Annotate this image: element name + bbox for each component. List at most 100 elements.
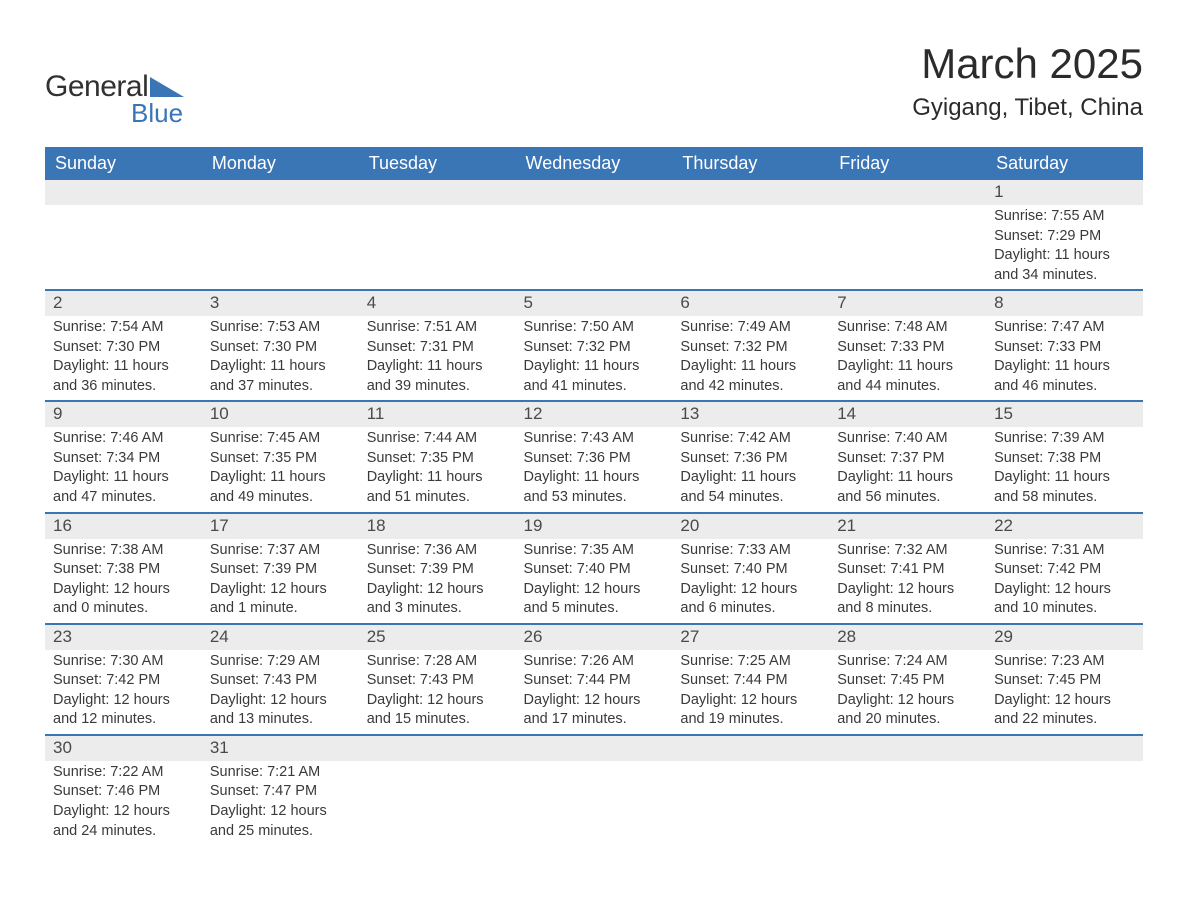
- daylight-line: Daylight: 11 hours and 37 minutes.: [210, 357, 351, 396]
- daylight-line: Daylight: 12 hours and 10 minutes.: [994, 580, 1135, 619]
- sunset-line: Sunset: 7:42 PM: [53, 671, 194, 691]
- sunset-line: Sunset: 7:38 PM: [994, 449, 1135, 469]
- day-detail-cell: Sunrise: 7:51 AMSunset: 7:31 PMDaylight:…: [359, 316, 516, 401]
- day-detail-cell: Sunrise: 7:23 AMSunset: 7:45 PMDaylight:…: [986, 650, 1143, 735]
- sunset-line: Sunset: 7:42 PM: [994, 560, 1135, 580]
- day-number-cell: 6: [672, 290, 829, 316]
- day-detail-cell: Sunrise: 7:21 AMSunset: 7:47 PMDaylight:…: [202, 761, 359, 845]
- sunset-line: Sunset: 7:45 PM: [837, 671, 978, 691]
- daylight-line: Daylight: 11 hours and 53 minutes.: [524, 468, 665, 507]
- day-number-cell: 20: [672, 513, 829, 539]
- sunset-line: Sunset: 7:47 PM: [210, 782, 351, 802]
- week-detail-row: Sunrise: 7:22 AMSunset: 7:46 PMDaylight:…: [45, 761, 1143, 845]
- sunset-line: Sunset: 7:31 PM: [367, 338, 508, 358]
- day-detail-cell: Sunrise: 7:36 AMSunset: 7:39 PMDaylight:…: [359, 539, 516, 624]
- day-number-cell: 30: [45, 735, 202, 761]
- week-daynum-row: 9101112131415: [45, 401, 1143, 427]
- sunset-line: Sunset: 7:30 PM: [53, 338, 194, 358]
- day-number-cell: 10: [202, 401, 359, 427]
- daylight-line: Daylight: 12 hours and 24 minutes.: [53, 802, 194, 841]
- weekday-header: Friday: [829, 147, 986, 180]
- sunset-line: Sunset: 7:33 PM: [837, 338, 978, 358]
- week-daynum-row: 3031: [45, 735, 1143, 761]
- day-number-cell: 26: [516, 624, 673, 650]
- day-detail-cell: Sunrise: 7:33 AMSunset: 7:40 PMDaylight:…: [672, 539, 829, 624]
- day-number-cell: [672, 735, 829, 761]
- sunset-line: Sunset: 7:38 PM: [53, 560, 194, 580]
- day-number-cell: 1: [986, 180, 1143, 205]
- sunrise-line: Sunrise: 7:37 AM: [210, 541, 351, 561]
- day-number-cell: 19: [516, 513, 673, 539]
- day-detail-cell: [672, 761, 829, 845]
- day-detail-cell: Sunrise: 7:26 AMSunset: 7:44 PMDaylight:…: [516, 650, 673, 735]
- sunset-line: Sunset: 7:40 PM: [524, 560, 665, 580]
- sunset-line: Sunset: 7:45 PM: [994, 671, 1135, 691]
- sunset-line: Sunset: 7:43 PM: [367, 671, 508, 691]
- sunrise-line: Sunrise: 7:44 AM: [367, 429, 508, 449]
- weekday-header: Tuesday: [359, 147, 516, 180]
- day-number-cell: [359, 180, 516, 205]
- sunset-line: Sunset: 7:46 PM: [53, 782, 194, 802]
- day-number-cell: 24: [202, 624, 359, 650]
- day-detail-cell: Sunrise: 7:55 AMSunset: 7:29 PMDaylight:…: [986, 205, 1143, 290]
- day-number-cell: 9: [45, 401, 202, 427]
- sunset-line: Sunset: 7:34 PM: [53, 449, 194, 469]
- sunset-line: Sunset: 7:41 PM: [837, 560, 978, 580]
- sunset-line: Sunset: 7:33 PM: [994, 338, 1135, 358]
- daylight-line: Daylight: 12 hours and 8 minutes.: [837, 580, 978, 619]
- sunrise-line: Sunrise: 7:48 AM: [837, 318, 978, 338]
- daylight-line: Daylight: 12 hours and 22 minutes.: [994, 691, 1135, 730]
- sunrise-line: Sunrise: 7:46 AM: [53, 429, 194, 449]
- header: General Blue March 2025 Gyigang, Tibet, …: [45, 40, 1143, 129]
- sunrise-line: Sunrise: 7:36 AM: [367, 541, 508, 561]
- sunset-line: Sunset: 7:35 PM: [210, 449, 351, 469]
- day-number-cell: 7: [829, 290, 986, 316]
- day-number-cell: 15: [986, 401, 1143, 427]
- sunrise-line: Sunrise: 7:53 AM: [210, 318, 351, 338]
- week-daynum-row: 1: [45, 180, 1143, 205]
- logo: General Blue: [45, 70, 184, 129]
- sunrise-line: Sunrise: 7:21 AM: [210, 763, 351, 783]
- day-number-cell: 18: [359, 513, 516, 539]
- day-number-cell: 12: [516, 401, 673, 427]
- day-detail-cell: Sunrise: 7:43 AMSunset: 7:36 PMDaylight:…: [516, 427, 673, 512]
- day-detail-cell: Sunrise: 7:40 AMSunset: 7:37 PMDaylight:…: [829, 427, 986, 512]
- logo-text-blue: Blue: [131, 98, 184, 129]
- calendar-table: Sunday Monday Tuesday Wednesday Thursday…: [45, 147, 1143, 845]
- daylight-line: Daylight: 12 hours and 15 minutes.: [367, 691, 508, 730]
- day-number-cell: 8: [986, 290, 1143, 316]
- sunset-line: Sunset: 7:37 PM: [837, 449, 978, 469]
- day-number-cell: 3: [202, 290, 359, 316]
- week-detail-row: Sunrise: 7:54 AMSunset: 7:30 PMDaylight:…: [45, 316, 1143, 401]
- daylight-line: Daylight: 12 hours and 19 minutes.: [680, 691, 821, 730]
- daylight-line: Daylight: 11 hours and 49 minutes.: [210, 468, 351, 507]
- day-detail-cell: Sunrise: 7:39 AMSunset: 7:38 PMDaylight:…: [986, 427, 1143, 512]
- day-number-cell: [672, 180, 829, 205]
- sunrise-line: Sunrise: 7:51 AM: [367, 318, 508, 338]
- day-number-cell: 31: [202, 735, 359, 761]
- day-number-cell: 11: [359, 401, 516, 427]
- sunrise-line: Sunrise: 7:39 AM: [994, 429, 1135, 449]
- daylight-line: Daylight: 12 hours and 6 minutes.: [680, 580, 821, 619]
- daylight-line: Daylight: 11 hours and 36 minutes.: [53, 357, 194, 396]
- daylight-line: Daylight: 12 hours and 25 minutes.: [210, 802, 351, 841]
- day-detail-cell: Sunrise: 7:31 AMSunset: 7:42 PMDaylight:…: [986, 539, 1143, 624]
- sunset-line: Sunset: 7:36 PM: [680, 449, 821, 469]
- sunrise-line: Sunrise: 7:33 AM: [680, 541, 821, 561]
- day-detail-cell: [202, 205, 359, 290]
- sunset-line: Sunset: 7:30 PM: [210, 338, 351, 358]
- sunrise-line: Sunrise: 7:23 AM: [994, 652, 1135, 672]
- daylight-line: Daylight: 12 hours and 13 minutes.: [210, 691, 351, 730]
- sunset-line: Sunset: 7:39 PM: [210, 560, 351, 580]
- sunset-line: Sunset: 7:44 PM: [524, 671, 665, 691]
- day-number-cell: 4: [359, 290, 516, 316]
- daylight-line: Daylight: 11 hours and 58 minutes.: [994, 468, 1135, 507]
- day-number-cell: 21: [829, 513, 986, 539]
- day-detail-cell: [516, 761, 673, 845]
- sunrise-line: Sunrise: 7:40 AM: [837, 429, 978, 449]
- sunrise-line: Sunrise: 7:50 AM: [524, 318, 665, 338]
- sunrise-line: Sunrise: 7:28 AM: [367, 652, 508, 672]
- day-detail-cell: Sunrise: 7:44 AMSunset: 7:35 PMDaylight:…: [359, 427, 516, 512]
- day-detail-cell: [829, 205, 986, 290]
- day-number-cell: 27: [672, 624, 829, 650]
